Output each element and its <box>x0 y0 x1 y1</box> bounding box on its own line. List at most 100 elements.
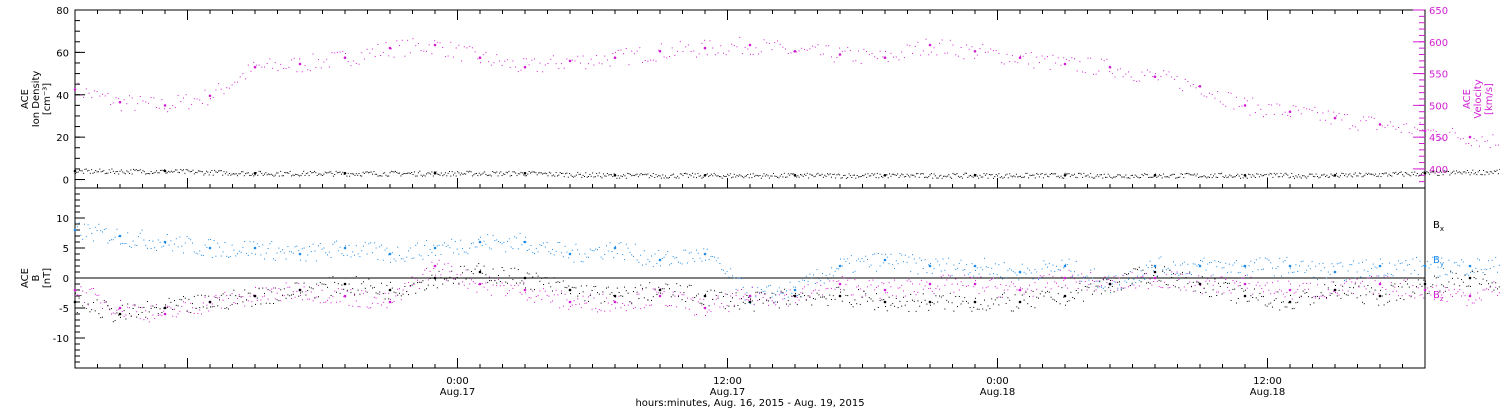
b-series-by-dot <box>557 241 559 243</box>
b-series-bx-dot <box>656 294 658 295</box>
velocity-series-dot <box>755 47 757 49</box>
b-series-bx-dot <box>521 280 523 282</box>
density-series-dot <box>1134 174 1136 176</box>
b-series-bx-dot <box>1293 308 1295 309</box>
density-series-dot <box>1164 176 1166 178</box>
b-series-bz-dot <box>1219 276 1221 278</box>
velocity-series-dot <box>444 56 446 58</box>
b-series-by-dot <box>719 263 721 264</box>
b-series-bx-dot <box>1120 289 1122 291</box>
b-series-by-dot <box>609 242 611 244</box>
density-series-dot <box>987 177 989 179</box>
b-series-bz-dot <box>444 263 445 265</box>
velocity-series-dot <box>342 50 344 52</box>
velocity-series-dot <box>660 43 662 45</box>
density-series-dot <box>99 168 101 170</box>
density-series-dot <box>1105 176 1106 178</box>
velocity-series-dot <box>593 64 595 66</box>
b-series-bz-dot <box>224 291 226 293</box>
b-series-bz-dot <box>1450 294 1452 296</box>
b-series-by-dot <box>598 247 600 248</box>
velocity-series-dot <box>1052 54 1054 56</box>
velocity-series-dot <box>712 47 714 49</box>
b-series-by-dot <box>1219 261 1221 263</box>
velocity-series-dot <box>1489 147 1491 149</box>
density-series-dot <box>578 173 580 175</box>
density-series-dot <box>1410 175 1412 177</box>
density-series-dot <box>678 177 680 179</box>
b-series-bx-dot <box>867 300 868 302</box>
density-series-dot <box>1229 174 1231 176</box>
b-series-bx-dot <box>424 289 426 291</box>
b-series-by-dot <box>705 259 706 261</box>
b-series-by-dot <box>1254 262 1255 264</box>
velocity-series-dot <box>1290 116 1291 118</box>
b-series-bz-dot <box>787 305 789 307</box>
b-series-bx-dot <box>733 305 735 307</box>
b-series-bx-dot <box>1189 271 1191 273</box>
b-series-bx-dot <box>278 300 280 302</box>
b-series-by-dot <box>183 252 184 254</box>
velocity-series-dot <box>876 58 878 60</box>
b-series-bz-dot <box>1077 288 1079 289</box>
b-series-by-dot <box>312 243 314 245</box>
density-axis-title: Ion Density <box>31 71 42 128</box>
velocity-series-dot <box>555 63 557 65</box>
velocity-series-dot <box>258 64 260 66</box>
velocity-series-dot <box>498 60 500 62</box>
velocity-series-dot <box>1325 119 1327 121</box>
velocity-series-dot <box>123 99 125 101</box>
b-series-by-dot <box>235 255 237 257</box>
density-series-dot <box>1076 177 1078 179</box>
b-series-bx-dot <box>746 295 748 296</box>
b-series-bz-dot <box>625 310 627 312</box>
density-series-dot <box>296 174 298 175</box>
density-series-dot <box>388 175 390 177</box>
density-series-dot <box>430 173 432 175</box>
density-series-dot <box>785 176 787 178</box>
b-series-bx-dot <box>602 291 604 293</box>
velocity-series-dot <box>1362 116 1364 118</box>
b-series-bz-dot <box>688 308 690 310</box>
b-series-bz-point <box>163 312 167 316</box>
density-series-dot <box>1103 173 1105 175</box>
b-series-bx-dot <box>357 289 359 291</box>
b-series-by-dot <box>1205 269 1207 271</box>
b-series-by-dot <box>1448 259 1450 261</box>
b-series-by-dot <box>1372 263 1374 265</box>
b-series-bx-dot <box>998 304 1000 306</box>
b-series-bx-dot <box>1376 298 1378 300</box>
b-series-bz-dot <box>634 306 636 308</box>
b-series-bz-dot <box>1266 282 1268 284</box>
density-series-dot <box>303 170 305 172</box>
b-series-by-dot <box>825 274 827 276</box>
density-series-dot <box>1380 176 1382 177</box>
density-series-dot <box>380 175 382 177</box>
velocity-series-dot <box>839 47 841 49</box>
b-series-by-dot <box>444 242 445 244</box>
density-series-dot <box>719 176 720 178</box>
density-series-dot <box>196 172 198 174</box>
density-series-dot <box>187 169 189 171</box>
b-series-bx-dot <box>1036 296 1038 298</box>
density-series-dot <box>841 177 843 179</box>
b-series-bz-dot <box>818 289 820 291</box>
b-series-bx-dot <box>219 299 220 301</box>
density-series-dot <box>395 170 396 172</box>
density-series-dot <box>1159 174 1160 176</box>
b-series-by-dot <box>525 236 526 238</box>
b-series-by-dot <box>748 301 750 303</box>
density-series-dot <box>517 173 519 175</box>
b-series-bx-dot <box>616 287 618 289</box>
velocity-series-dot <box>1384 127 1386 129</box>
density-series-dot <box>1150 176 1152 178</box>
b-series-by-dot <box>202 255 204 256</box>
velocity-series-dot <box>544 64 546 66</box>
b-series-by-dot <box>1072 276 1074 278</box>
velocity-series-dot <box>960 47 962 48</box>
density-series-dot <box>1009 173 1011 175</box>
b-series-by-dot <box>726 271 728 273</box>
b-series-by-dot <box>199 250 201 252</box>
b-series-by <box>73 221 1500 306</box>
velocity-series-dot <box>844 50 846 52</box>
